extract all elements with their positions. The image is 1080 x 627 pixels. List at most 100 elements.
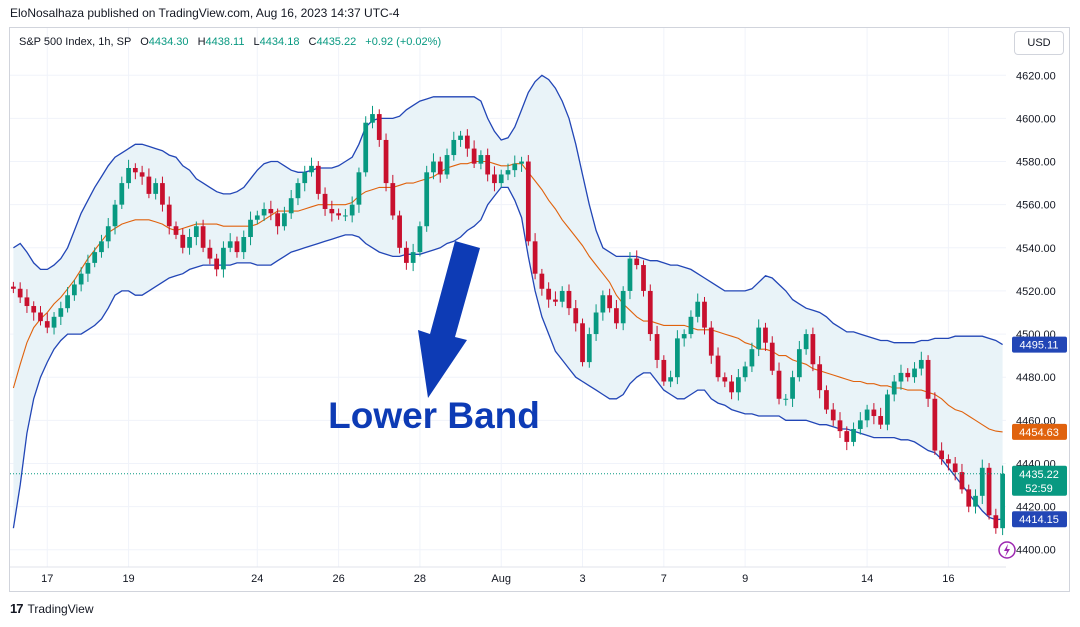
candle-body xyxy=(688,316,694,335)
candle-body xyxy=(65,295,70,309)
candle xyxy=(44,312,50,334)
candle xyxy=(302,165,308,192)
candle-body xyxy=(431,161,436,173)
candle-body xyxy=(979,467,985,496)
candle-body xyxy=(315,165,321,194)
candle xyxy=(593,304,599,341)
symbol-label: S&P 500 Index, 1h, SP xyxy=(19,36,132,48)
footer: 17 TradingView xyxy=(10,601,94,616)
candle-body xyxy=(681,334,687,339)
candle-body xyxy=(607,295,613,309)
chart-frame xyxy=(9,27,1070,592)
candle xyxy=(431,153,436,180)
candle xyxy=(51,312,57,335)
candle-body xyxy=(187,237,192,248)
candle xyxy=(99,234,104,258)
candle xyxy=(525,155,531,246)
candle xyxy=(498,169,504,188)
y-tick-label: 4580.00 xyxy=(1016,157,1056,169)
price-label-bg xyxy=(1012,423,1067,440)
candle-body xyxy=(620,290,626,324)
candle-body xyxy=(288,198,294,214)
candle-body xyxy=(614,308,619,324)
candle xyxy=(78,267,84,292)
candle-body xyxy=(986,467,992,516)
candle-body xyxy=(844,431,850,442)
candle-body xyxy=(200,226,206,248)
candle xyxy=(24,289,30,313)
candle xyxy=(952,457,958,481)
price-label-bg xyxy=(1012,465,1067,496)
candle-body xyxy=(254,215,260,220)
candle xyxy=(505,163,511,181)
candle xyxy=(735,369,741,401)
candle xyxy=(539,268,545,296)
currency-button[interactable]: USD xyxy=(1014,31,1064,55)
candle-body xyxy=(810,334,816,365)
candle-body xyxy=(553,299,558,302)
candle-body xyxy=(485,155,491,175)
candle xyxy=(512,155,518,178)
candle xyxy=(200,219,206,253)
candle-body xyxy=(708,327,714,356)
price-label-bg xyxy=(1012,511,1067,528)
x-tick-label: 28 xyxy=(414,573,426,585)
candle-body xyxy=(661,359,667,382)
candle xyxy=(275,208,281,235)
candle xyxy=(112,199,118,235)
candle-body xyxy=(729,381,734,393)
candle-body xyxy=(857,420,863,429)
candle xyxy=(451,131,457,161)
candle-body xyxy=(702,301,707,328)
candle xyxy=(295,178,301,206)
candle-body xyxy=(180,234,186,248)
candle-body xyxy=(417,226,423,253)
candle xyxy=(105,218,111,249)
candle-body xyxy=(31,306,37,313)
candle xyxy=(925,355,931,407)
candle-body xyxy=(268,208,274,214)
low-value: 4434.18 xyxy=(259,36,300,48)
candle xyxy=(139,165,145,185)
x-tick-label: 17 xyxy=(41,573,53,585)
candle-body xyxy=(302,172,308,184)
candle xyxy=(973,489,978,514)
candle-body xyxy=(471,148,477,164)
candle xyxy=(437,156,443,183)
candle-body xyxy=(234,241,240,253)
candle-body xyxy=(905,372,911,378)
candle xyxy=(65,287,70,313)
candle-body xyxy=(505,170,511,175)
candle xyxy=(17,282,23,304)
candle xyxy=(322,187,328,216)
candle xyxy=(126,159,131,189)
candle-body xyxy=(586,334,592,363)
candle xyxy=(207,239,213,265)
change-value: +0.92 (+0.02%) xyxy=(365,36,442,48)
price-label: 4414.15 xyxy=(1012,511,1067,528)
candle-body xyxy=(573,308,579,324)
candle-body xyxy=(952,463,958,473)
candle xyxy=(383,133,389,192)
candle xyxy=(261,202,267,222)
candle-body xyxy=(11,286,16,289)
candle xyxy=(566,284,572,316)
candle-body xyxy=(193,226,199,238)
low-label: L xyxy=(253,36,260,48)
candle xyxy=(857,412,863,435)
candle xyxy=(519,156,524,172)
bollinger-band-fill xyxy=(13,75,1003,529)
candle xyxy=(492,166,497,192)
candle xyxy=(397,210,402,254)
candle xyxy=(376,109,382,147)
candle xyxy=(92,247,98,268)
candle xyxy=(119,176,125,209)
candle-body xyxy=(763,327,768,343)
candle xyxy=(654,325,660,369)
candle-body xyxy=(715,355,721,378)
grid-lines xyxy=(10,28,1006,568)
candle xyxy=(600,290,606,321)
x-tick-label: 9 xyxy=(742,573,748,585)
candle xyxy=(227,233,233,253)
